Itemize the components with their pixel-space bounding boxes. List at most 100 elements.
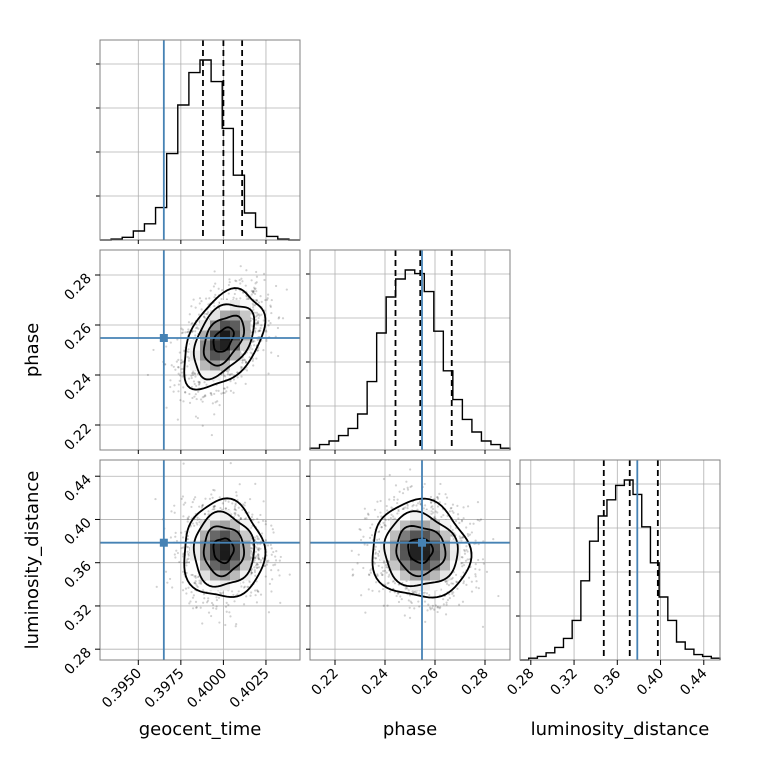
sample-point: [242, 603, 246, 606]
sample-point: [261, 519, 265, 522]
sample-point: [424, 620, 427, 623]
sample-point: [448, 597, 451, 600]
sample-point: [191, 596, 195, 599]
sample-point: [194, 580, 197, 583]
sample-point: [205, 601, 209, 604]
sample-point: [257, 548, 260, 551]
sample-point: [393, 517, 397, 520]
sample-point: [239, 516, 242, 520]
sample-point: [184, 501, 187, 504]
sample-point: [247, 297, 250, 300]
x-tick-label: 0.40: [634, 666, 667, 699]
sample-point: [257, 590, 260, 593]
sample-point: [191, 371, 195, 375]
sample-point: [254, 315, 257, 318]
sample-point: [419, 502, 422, 505]
sample-point: [270, 553, 273, 556]
sample-point: [263, 278, 266, 282]
sample-point: [215, 607, 218, 610]
sample-point: [210, 614, 213, 618]
sample-point: [396, 592, 399, 595]
sample-point: [426, 609, 429, 612]
sample-point: [196, 326, 199, 329]
density-cell: [400, 530, 411, 541]
sample-point: [194, 576, 197, 579]
sample-point: [257, 553, 260, 556]
sample-point: [236, 593, 239, 596]
sample-point: [235, 280, 238, 283]
sample-point: [257, 330, 260, 333]
sample-point: [260, 532, 264, 535]
sample-point: [277, 569, 280, 572]
sample-point: [384, 518, 387, 522]
density-cell: [200, 560, 211, 571]
sample-point: [461, 536, 465, 539]
density-cell: [400, 550, 411, 561]
sample-point: [455, 580, 458, 583]
sample-point: [177, 390, 180, 393]
scatter-panel-luminosity_distance-vs-geocent_time: [99, 459, 301, 661]
sample-point: [433, 516, 436, 520]
sample-point: [442, 603, 445, 606]
sample-point: [224, 507, 227, 510]
sample-point: [200, 506, 203, 509]
sample-point: [186, 520, 189, 523]
sample-point: [256, 313, 259, 316]
sample-point: [194, 582, 197, 585]
sample-point: [191, 322, 194, 325]
density-cell: [230, 530, 241, 541]
sample-point: [237, 506, 240, 509]
sample-point: [362, 535, 365, 538]
sample-point: [242, 503, 245, 506]
sample-point: [474, 567, 477, 571]
sample-point: [181, 536, 185, 539]
sample-point: [258, 558, 261, 561]
sample-point: [190, 372, 194, 375]
sample-point: [406, 488, 410, 491]
sample-point: [254, 282, 257, 285]
sample-point: [238, 278, 241, 282]
sample-point: [146, 373, 149, 377]
density-cell: [220, 350, 231, 361]
sample-point: [466, 532, 469, 536]
sample-point: [255, 601, 259, 604]
sample-point: [186, 330, 189, 334]
sample-point: [180, 531, 183, 534]
sample-point: [412, 503, 415, 507]
sample-point: [256, 537, 259, 540]
sample-point: [187, 357, 191, 360]
sample-point: [448, 593, 451, 596]
sample-point: [255, 270, 258, 274]
sample-point: [377, 552, 380, 555]
sample-point: [385, 571, 388, 574]
sample-point: [356, 562, 359, 565]
sample-point: [267, 611, 271, 614]
sample-point: [242, 581, 245, 584]
sample-point: [387, 518, 390, 521]
density-cell: [220, 340, 231, 351]
sample-point: [444, 580, 447, 583]
sample-point: [175, 360, 178, 363]
sample-point: [174, 531, 177, 535]
sample-point: [254, 564, 258, 567]
density-cell: [220, 580, 231, 591]
sample-point: [245, 298, 248, 301]
sample-point: [180, 332, 184, 335]
sample-point: [380, 515, 383, 518]
sample-point: [245, 269, 248, 272]
sample-point: [390, 506, 393, 509]
sample-point: [378, 538, 381, 541]
sample-point: [226, 386, 229, 389]
sample-point: [187, 557, 190, 560]
sample-point: [207, 611, 211, 614]
sample-point: [266, 293, 270, 296]
density-cell: [390, 550, 401, 561]
sample-point: [251, 290, 255, 294]
density-cell: [200, 550, 211, 561]
density-cell: [220, 320, 231, 331]
sample-point: [460, 519, 464, 522]
sample-point: [267, 324, 270, 327]
sample-point: [485, 570, 489, 573]
histogram-geocent_time: [100, 59, 300, 241]
sample-point: [181, 495, 185, 498]
